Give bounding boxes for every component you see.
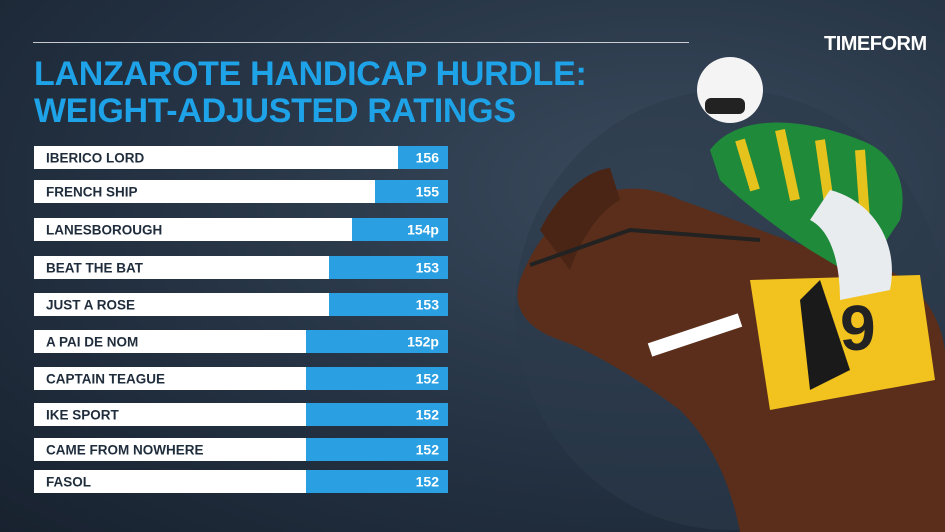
horse-name-label: IKE SPORT [46, 408, 120, 423]
horse-name-label: BEAT THE BAT [46, 261, 144, 276]
rating-value-label: 152 [416, 442, 440, 458]
rating-bar [306, 470, 448, 493]
horse-name-label: FASOL [46, 475, 91, 490]
row-band [34, 180, 448, 203]
rating-bar [329, 293, 448, 316]
rating-value-label: 155 [416, 184, 440, 200]
horse-name-label: IBERICO LORD [46, 151, 145, 166]
horse-name-label: JUST A ROSE [46, 298, 135, 313]
top-rule [33, 42, 689, 43]
rating-value-label: 152 [416, 474, 440, 490]
horse-name-label: FRENCH SHIP [46, 185, 138, 200]
row-band [34, 146, 448, 169]
rating-value-label: 152 [416, 371, 440, 387]
horse-name-label: A PAI DE NOM [46, 335, 138, 350]
rating-value-label: 152 [416, 407, 440, 423]
rating-bar [329, 256, 448, 279]
rating-bar [306, 403, 448, 426]
rating-bar [375, 180, 448, 203]
jockey-horse-photo: 9 [515, 57, 945, 532]
chart-title-line-2: WEIGHT-ADJUSTED RATINGS [34, 92, 516, 130]
timeform-logo: TIMEFORM [824, 33, 927, 55]
rating-bar [306, 367, 448, 390]
rating-bar [352, 218, 448, 241]
rating-value-label: 154p [407, 222, 439, 238]
rating-value-label: 153 [416, 297, 440, 313]
rating-bar [306, 330, 448, 353]
rating-bar [398, 146, 448, 169]
row-band [34, 218, 448, 241]
rating-value-label: 152p [407, 334, 439, 350]
horse-name-label: CAME FROM NOWHERE [46, 443, 204, 458]
rating-value-label: 156 [416, 150, 440, 166]
horse-name-label: LANESBOROUGH [46, 223, 162, 238]
bar-rows: IBERICO LORD 156 FRENCH SHIP 155 LANESBOROUG… [34, 146, 448, 493]
chart-title-line-1: LANZAROTE HANDICAP HURDLE: [34, 55, 587, 93]
svg-text:9: 9 [840, 292, 876, 364]
rating-bar [306, 438, 448, 461]
horse-name-label: CAPTAIN TEAGUE [46, 372, 165, 387]
rating-value-label: 153 [416, 260, 440, 276]
chart-title: LANZAROTE HANDICAP HURDLE: WEIGHT-ADJUST… [34, 56, 587, 130]
